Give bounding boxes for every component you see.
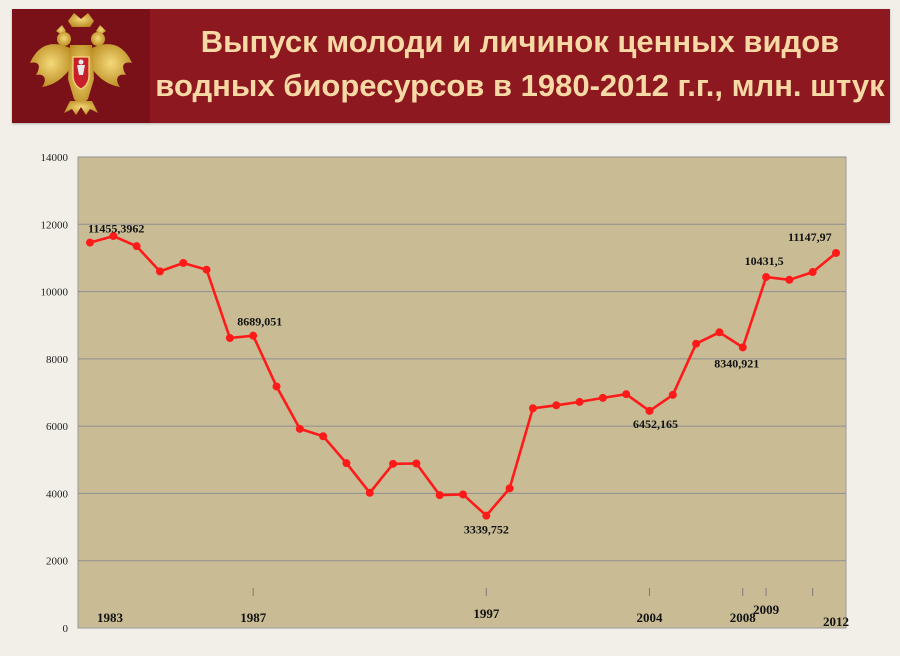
data-point	[319, 432, 328, 441]
data-label: 11147,97	[788, 230, 832, 244]
data-point	[389, 459, 398, 468]
data-point	[808, 268, 817, 277]
x-tick-label: 2004	[637, 610, 664, 625]
y-tick-label: 6000	[46, 421, 69, 433]
y-tick-label: 8000	[46, 354, 69, 366]
x-tick-label: 2012	[823, 614, 849, 629]
data-point	[785, 275, 794, 284]
x-tick-label: 1997	[473, 606, 500, 621]
x-tick-label: 2008	[730, 610, 757, 625]
data-point	[225, 333, 234, 342]
data-label: 8340,921	[714, 356, 759, 370]
y-tick-label: 0	[63, 623, 69, 635]
data-point	[832, 248, 840, 257]
y-tick-label: 14000	[41, 152, 69, 164]
data-point	[109, 232, 118, 241]
title-banner	[12, 9, 890, 123]
title-line-2: водных биоресурсов в 1980-2012 г.г., млн…	[155, 68, 885, 103]
data-label: 6452,165	[633, 417, 678, 431]
data-label: 8689,051	[237, 315, 282, 329]
x-tick-label: 1987	[240, 610, 267, 625]
data-point	[505, 484, 514, 493]
title-line-1: Выпуск молоди и личинок ценных видов	[200, 24, 840, 59]
data-point	[412, 459, 421, 468]
x-tick-label: 2009	[753, 602, 780, 617]
chart-svg: 0 2000 4000 6000 8000 10000 12000 14000 1983 1987…	[41, 152, 850, 635]
data-point	[645, 406, 654, 415]
data-point	[528, 404, 537, 413]
page-title: Выпуск молоди и личинок ценных видов вод…	[150, 20, 890, 108]
data-point	[249, 331, 258, 340]
data-point	[365, 488, 374, 497]
data-point	[762, 273, 771, 282]
y-tick-label: 12000	[41, 219, 69, 231]
data-point	[459, 490, 467, 499]
data-label: 10431,5	[745, 254, 784, 268]
plot-area	[77, 156, 847, 629]
data-point	[86, 238, 94, 247]
data-point	[552, 401, 561, 410]
y-tick-label: 4000	[46, 488, 69, 500]
coat-of-arms	[12, 9, 150, 123]
data-point	[342, 459, 351, 468]
data-label: 11455,3962	[88, 222, 144, 236]
y-tick-label: 2000	[46, 556, 69, 568]
data-point	[575, 397, 584, 406]
data-point	[132, 242, 141, 251]
data-point	[155, 267, 164, 276]
data-label: 3339,752	[464, 523, 509, 537]
data-point	[715, 328, 724, 337]
data-point	[692, 339, 701, 348]
data-point	[435, 491, 444, 500]
line-chart: 0 2000 4000 6000 8000 10000 12000 14000 1983 1987…	[0, 130, 900, 651]
data-point	[202, 265, 211, 274]
data-point	[598, 393, 607, 402]
data-point	[668, 390, 677, 399]
data-point	[179, 258, 188, 267]
x-tick-label: 1983	[97, 610, 124, 625]
data-point	[622, 390, 631, 399]
double-headed-eagle-icon	[30, 13, 132, 115]
data-point	[738, 343, 747, 352]
y-tick-label: 10000	[41, 287, 69, 299]
data-point	[482, 511, 491, 520]
data-point	[295, 424, 304, 433]
data-point	[272, 382, 281, 391]
